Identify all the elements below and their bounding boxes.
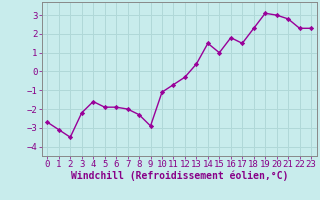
X-axis label: Windchill (Refroidissement éolien,°C): Windchill (Refroidissement éolien,°C) [70,171,288,181]
